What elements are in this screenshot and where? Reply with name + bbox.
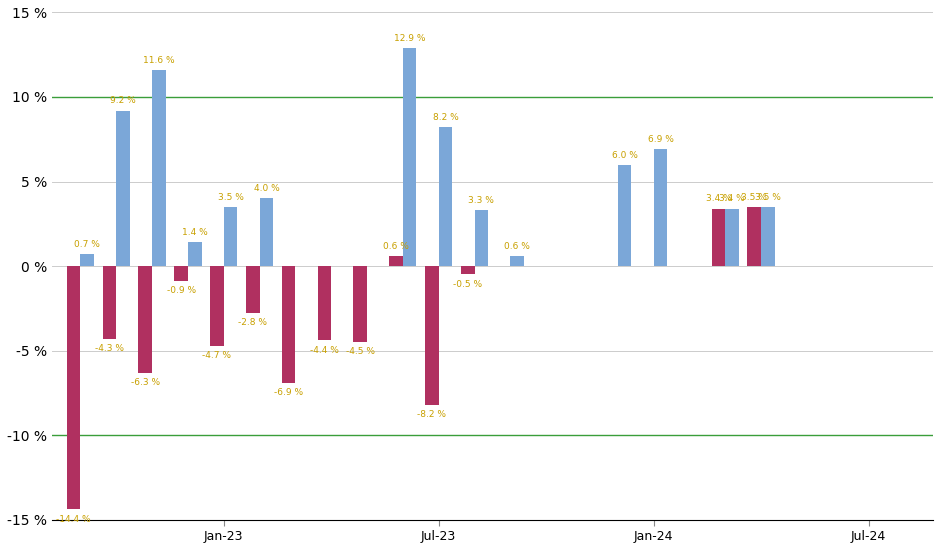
Text: -4.4 %: -4.4 % [310,345,338,355]
Text: 4.0 %: 4.0 % [254,184,279,194]
Bar [138,266,152,372]
Text: 6.0 %: 6.0 % [612,151,637,160]
Bar [152,70,165,266]
Bar [102,266,117,339]
Bar [282,266,295,383]
Bar [211,266,224,345]
Bar [653,150,667,266]
Bar [618,164,632,266]
Text: -0.9 %: -0.9 % [166,287,196,295]
Text: -6.9 %: -6.9 % [274,388,304,397]
Bar [461,266,475,274]
Text: 0.6 %: 0.6 % [384,242,409,251]
Text: 3.4 %: 3.4 % [719,195,745,204]
Text: 12.9 %: 12.9 % [394,34,426,43]
Text: 3.3 %: 3.3 % [468,196,494,205]
Bar [246,266,259,314]
Text: 11.6 %: 11.6 % [143,56,175,65]
Bar [403,48,416,266]
Bar [475,210,488,266]
Text: -14.4 %: -14.4 % [56,515,91,524]
Bar [425,266,439,405]
Bar [174,266,188,281]
Text: 6.9 %: 6.9 % [648,135,673,144]
Bar [439,128,452,266]
Bar [510,256,524,266]
Bar [67,266,81,509]
Text: -6.3 %: -6.3 % [131,378,160,387]
Bar [726,208,739,266]
Text: 3.4 %: 3.4 % [706,195,731,204]
Text: -4.7 %: -4.7 % [202,350,231,360]
Text: 3.5 %: 3.5 % [742,193,767,202]
Bar [712,208,726,266]
Bar [353,266,367,342]
Text: 0.6 %: 0.6 % [504,242,530,251]
Bar [389,256,403,266]
Bar [81,254,94,266]
Text: -8.2 %: -8.2 % [417,410,446,419]
Text: 3.5 %: 3.5 % [218,193,243,202]
Text: 1.4 %: 1.4 % [181,228,208,237]
Text: -0.5 %: -0.5 % [453,279,482,289]
Text: 8.2 %: 8.2 % [432,113,459,122]
Bar [259,199,274,266]
Bar [117,111,130,266]
Bar [188,243,201,266]
Text: -2.8 %: -2.8 % [238,318,267,327]
Bar [747,207,761,266]
Bar [318,266,331,340]
Text: -4.3 %: -4.3 % [95,344,124,353]
Text: 9.2 %: 9.2 % [110,96,136,106]
Text: 0.7 %: 0.7 % [74,240,101,249]
Text: -4.5 %: -4.5 % [346,347,375,356]
Bar [761,207,775,266]
Bar [224,207,238,266]
Text: 3.5 %: 3.5 % [755,193,781,202]
